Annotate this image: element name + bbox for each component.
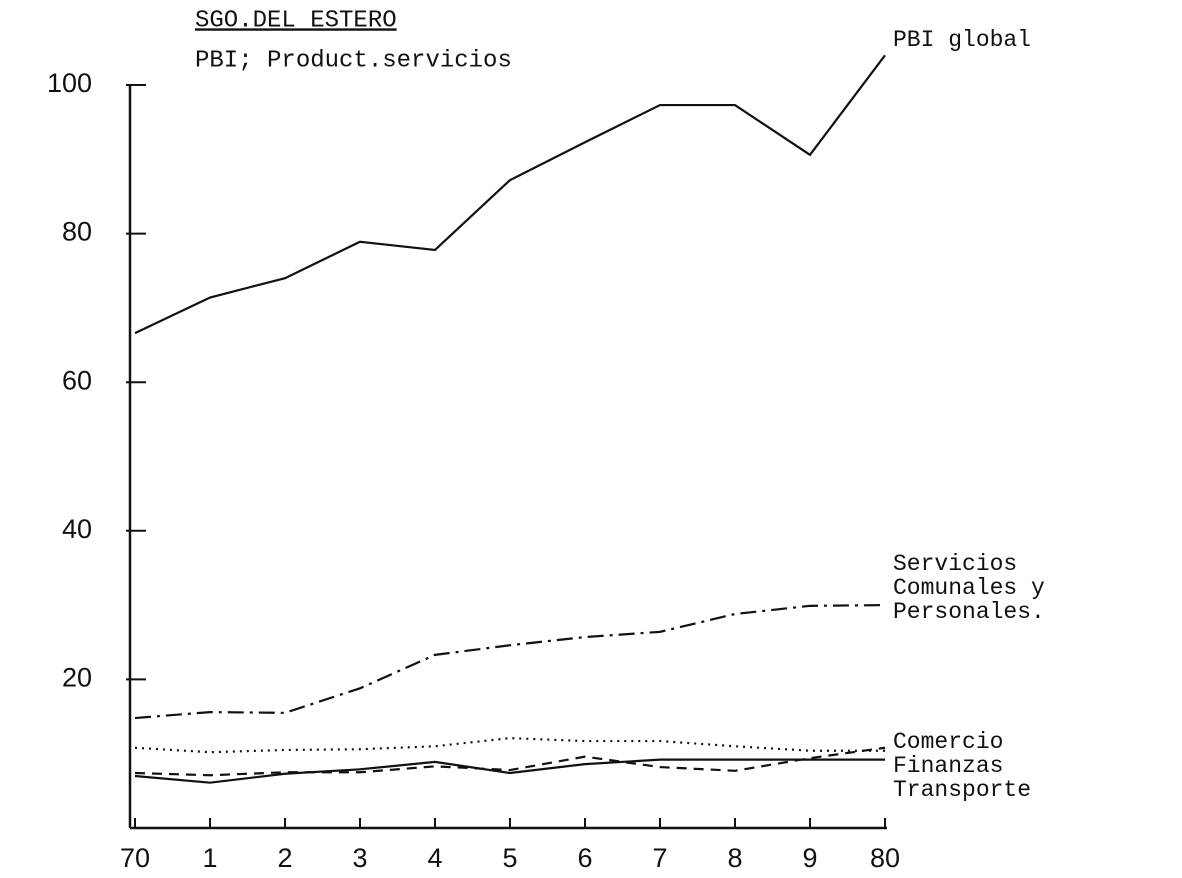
x-tick-label: 8 (727, 843, 742, 873)
y-tick-label: 20 (62, 663, 92, 693)
series-label: Transporte (893, 777, 1032, 803)
x-tick-label: 6 (577, 843, 592, 873)
y-tick-label: 100 (47, 68, 92, 98)
x-tick-label: 80 (870, 843, 900, 873)
y-tick-label: 80 (62, 217, 92, 247)
y-tick-label: 40 (62, 514, 92, 544)
series-line (134, 54, 886, 335)
x-tick-label: 3 (352, 843, 367, 873)
y-tick-label: 60 (62, 365, 92, 395)
x-tick-label: 9 (802, 843, 817, 873)
x-tick-label: 7 (652, 843, 667, 873)
x-tick-label: 5 (502, 843, 517, 873)
x-tick-label: 2 (277, 843, 292, 873)
series-line (134, 758, 885, 784)
chart-subtitle: PBI; Product.servicios (195, 47, 512, 74)
series-line (134, 746, 886, 777)
x-tick-label: 1 (202, 843, 217, 873)
series-label: Finanzas (893, 753, 1004, 779)
series-label: Servicios Comunales y Personales. (893, 551, 1045, 625)
x-tick-label: 70 (120, 843, 150, 873)
x-tick-label: 4 (427, 843, 442, 873)
series-label: Comercio (893, 729, 1004, 755)
series-line (134, 604, 886, 720)
chart-title: SGO.DEL ESTERO (195, 7, 397, 34)
series-line (134, 736, 885, 754)
series-label: PBI global (893, 27, 1032, 53)
